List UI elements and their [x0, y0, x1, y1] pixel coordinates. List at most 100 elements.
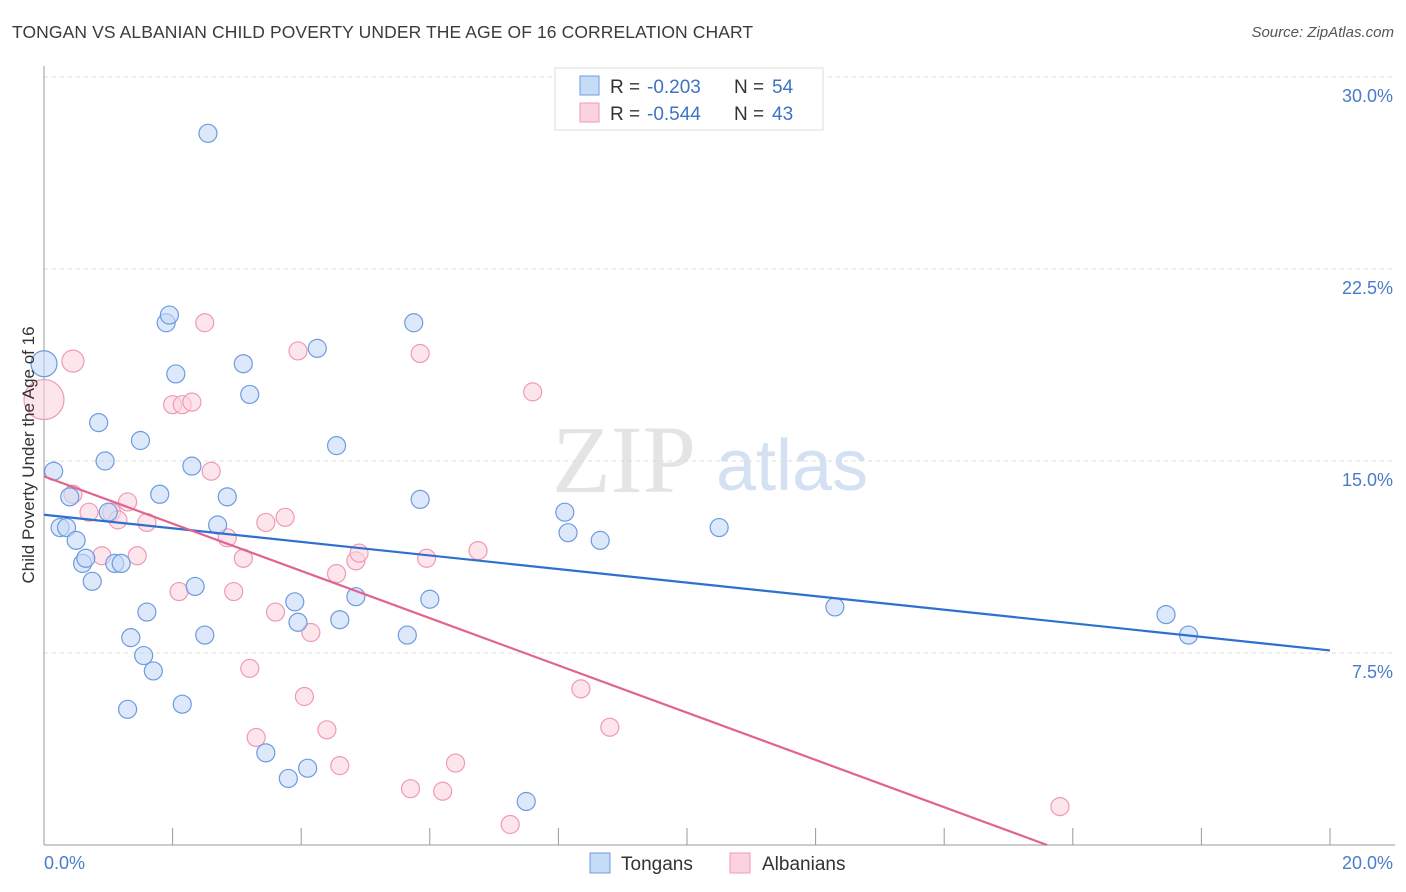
legend-top: R = -0.203 N = 54 R = -0.544 N = 43	[554, 67, 824, 131]
tongans-point	[278, 768, 298, 789]
albanians-point	[224, 581, 244, 602]
tongans-point	[82, 571, 102, 591]
tongans-point	[182, 456, 202, 476]
legend-bottom-swatch-albanians	[729, 852, 751, 874]
albanians-point	[23, 378, 65, 421]
tongans-point	[256, 743, 276, 763]
albanians-point	[410, 343, 430, 364]
tongans-point	[555, 502, 575, 522]
tongans-points	[30, 123, 1199, 812]
tongans-point	[117, 699, 138, 719]
tongans-point	[330, 610, 350, 630]
watermark-atlas: atlas	[716, 426, 868, 506]
albanians-point	[500, 814, 520, 835]
tongans-point	[307, 338, 327, 358]
y-axis-label: Child Poverty Under the Age of 16	[19, 326, 38, 583]
tongans-point	[1156, 604, 1176, 625]
tongans-point	[166, 364, 186, 384]
albanians-point	[79, 502, 99, 522]
tongans-point	[516, 791, 536, 812]
legend-n-label-albanians: N =	[734, 104, 764, 125]
legend-n-label-tongans: N =	[734, 77, 764, 98]
albanians-point	[301, 622, 321, 643]
tongans-trend-line	[43, 513, 1331, 652]
x-tick-label-min: 0.0%	[44, 853, 85, 873]
albanians-point	[1050, 796, 1070, 817]
legend-swatch-albanians	[579, 102, 600, 123]
tongans-point	[185, 576, 205, 597]
legend-bottom-label-tongans: Tongans	[621, 854, 693, 875]
albanians-trend-line	[43, 475, 1048, 847]
tongans-point	[208, 515, 228, 535]
tick-labels: 7.5% 15.0% 22.5% 30.0% 0.0% 20.0%	[44, 86, 1393, 873]
tongans-point	[60, 487, 80, 507]
y-tick-label: 15.0%	[1342, 470, 1393, 490]
legend-n-value-tongans: 54	[772, 77, 794, 98]
tongans-point	[285, 592, 305, 612]
albanians-point	[195, 313, 215, 333]
axes	[43, 66, 1395, 846]
albanians-point	[169, 581, 189, 602]
legend-r-label-tongans: R =	[610, 77, 640, 98]
tongans-point	[134, 645, 154, 666]
legend-bottom-label-albanians: Albanians	[762, 854, 845, 875]
y-tick-label: 7.5%	[1352, 662, 1393, 682]
legend-r-value-albanians: -0.544	[647, 104, 701, 125]
tongans-point	[825, 597, 845, 617]
tongans-point	[56, 517, 77, 538]
albanians-point	[433, 781, 453, 801]
tongans-point	[240, 384, 260, 405]
tongans-point	[590, 530, 610, 550]
x-tick-label-max: 20.0%	[1342, 853, 1393, 873]
albanians-point	[127, 546, 147, 566]
albanians-point	[330, 756, 350, 776]
albanians-point	[294, 686, 315, 707]
legend-swatch-tongans	[579, 75, 600, 96]
tongans-point	[159, 305, 179, 325]
legend-r-value-tongans: -0.203	[647, 77, 701, 98]
albanians-point	[468, 540, 488, 561]
tongans-point	[98, 502, 118, 522]
albanians-point	[265, 602, 286, 622]
tongans-point	[130, 430, 151, 451]
legend-top-box	[554, 67, 824, 131]
albanians-point	[61, 349, 85, 373]
tongans-point	[288, 612, 308, 632]
tongans-point	[172, 694, 192, 714]
tongans-point	[558, 523, 578, 543]
albanians-point	[326, 564, 347, 584]
albanians-point	[400, 779, 421, 799]
tongans-point	[66, 530, 86, 550]
albanians-point	[201, 461, 221, 481]
albanians-points	[23, 313, 1070, 835]
tongans-point	[195, 625, 215, 645]
albanians-point	[256, 512, 276, 533]
legend-r-label-albanians: R =	[610, 104, 640, 125]
tongans-point	[217, 487, 237, 507]
albanians-point	[246, 727, 266, 748]
chart-source: Source: ZipAtlas.com	[1251, 24, 1394, 41]
legend-bottom-swatch-tongans	[589, 852, 611, 874]
tongans-point	[326, 436, 347, 456]
albanians-point	[523, 382, 543, 402]
tongans-point	[121, 628, 141, 648]
tongans-point	[89, 413, 109, 433]
albanians-point	[416, 548, 437, 568]
tongans-point	[397, 625, 417, 645]
tongans-point	[709, 517, 729, 538]
albanians-point	[275, 507, 295, 527]
y-tick-label: 30.0%	[1342, 86, 1393, 106]
legend-bottom: Tongans Albanians	[589, 852, 845, 875]
albanians-point	[445, 753, 466, 773]
tongans-point	[76, 548, 96, 568]
tongans-point	[298, 758, 318, 778]
tongans-point	[198, 123, 218, 143]
tongans-point	[410, 489, 430, 509]
tongans-point	[111, 553, 131, 574]
watermark-zip: ZIP	[552, 406, 696, 513]
tongans-point	[143, 661, 163, 681]
albanians-point	[240, 658, 260, 678]
albanians-point	[600, 717, 620, 737]
legend-n-value-albanians: 43	[772, 104, 793, 125]
